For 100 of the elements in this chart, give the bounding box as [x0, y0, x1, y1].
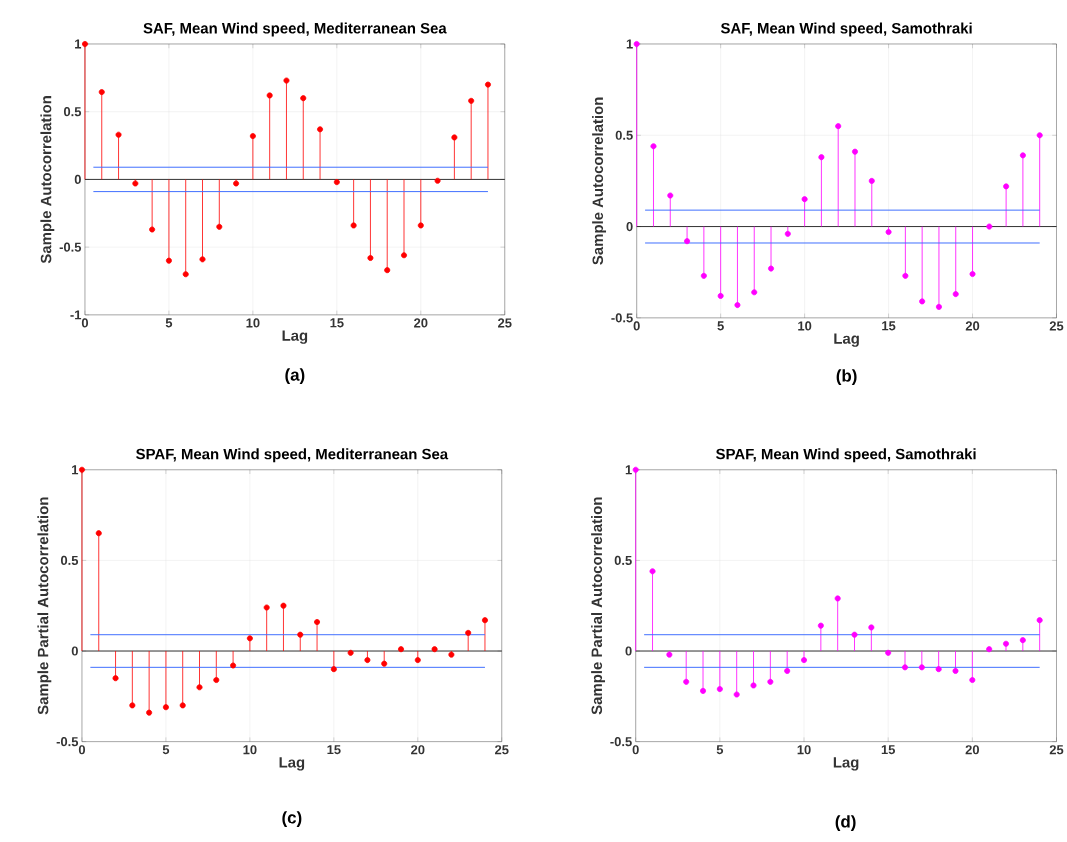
- point: [384, 267, 391, 274]
- point: [216, 224, 223, 231]
- y-axis-title: Sample Autocorrelation: [40, 96, 55, 264]
- y-tick-label: 1: [75, 39, 82, 49]
- point: [95, 530, 102, 537]
- point: [851, 631, 858, 638]
- x-tick-label: 15: [327, 745, 341, 755]
- point: [633, 41, 640, 48]
- x-axis-title: Lag: [833, 757, 859, 771]
- chart-title: SPAF, Mean Wind speed, Mediterranean Sea: [136, 448, 449, 463]
- point: [81, 41, 88, 48]
- point: [165, 257, 172, 264]
- point: [986, 223, 993, 230]
- x-tick-label: 25: [1049, 321, 1064, 331]
- point: [868, 178, 875, 185]
- y-tick-label: 1: [626, 39, 633, 49]
- point: [1019, 637, 1026, 644]
- point: [182, 271, 189, 278]
- point: [1036, 617, 1043, 624]
- point: [364, 657, 371, 664]
- x-tick-label: 20: [414, 318, 428, 328]
- point: [381, 660, 388, 667]
- point: [919, 298, 926, 305]
- point: [314, 619, 321, 626]
- point: [716, 686, 723, 693]
- point: [300, 95, 307, 102]
- x-axis-title: Lag: [282, 330, 308, 345]
- x-tick-label: 5: [717, 321, 724, 331]
- point: [347, 650, 354, 657]
- point: [784, 668, 791, 675]
- point: [902, 273, 909, 280]
- point: [650, 143, 657, 150]
- point: [481, 617, 488, 624]
- point: [918, 664, 925, 671]
- y-axis-title: Sample Partial Autocorrelation: [591, 497, 606, 715]
- chart-title: SAF, Mean Wind speed, Samothraki: [720, 22, 972, 37]
- y-tick-label: 0.5: [615, 130, 633, 141]
- point: [835, 123, 842, 130]
- text: (b): [836, 369, 857, 386]
- point: [129, 702, 136, 709]
- x-tick-label: 10: [246, 318, 260, 328]
- x-tick-label: 25: [495, 745, 509, 755]
- point: [935, 304, 942, 311]
- point: [230, 662, 237, 669]
- point: [233, 180, 240, 187]
- y-tick-label: 0.5: [60, 556, 79, 566]
- point: [484, 81, 491, 88]
- x-tick-label: 15: [881, 745, 896, 755]
- x-tick-label: 15: [330, 318, 344, 328]
- point: [417, 222, 424, 229]
- x-tick-label: 10: [243, 745, 257, 755]
- y-tick-label: 0.5: [63, 107, 82, 117]
- point: [246, 635, 253, 642]
- point: [213, 677, 220, 684]
- point: [969, 677, 976, 684]
- point: [1003, 183, 1010, 190]
- text: (a): [285, 368, 305, 385]
- point: [868, 624, 875, 631]
- point: [367, 255, 374, 262]
- text: (d): [835, 815, 856, 832]
- point: [1019, 152, 1026, 159]
- y-tick-label: 0: [626, 222, 633, 232]
- point: [401, 252, 407, 259]
- chart-title: SAF, Mean Wind speed, Mediterranean Sea: [143, 22, 447, 37]
- point: [784, 231, 791, 238]
- point: [266, 92, 273, 99]
- point: [283, 77, 290, 84]
- point: [263, 604, 270, 611]
- y-tick-label: -0.5: [610, 737, 632, 747]
- x-tick-label: 15: [882, 321, 896, 331]
- point: [146, 709, 153, 716]
- point: [768, 265, 775, 272]
- point: [448, 651, 455, 658]
- point: [717, 293, 724, 300]
- y-tick-label: 0: [71, 646, 78, 656]
- x-tick-label: 25: [498, 318, 512, 328]
- point: [132, 180, 139, 187]
- y-tick-label: 1: [625, 465, 632, 475]
- y-tick-label: 0: [74, 175, 81, 185]
- y-tick-label: 0.5: [614, 556, 632, 566]
- x-tick-label: 5: [165, 318, 173, 328]
- y-tick-label: 0: [625, 646, 632, 656]
- point: [649, 568, 656, 575]
- point: [885, 650, 892, 657]
- point: [683, 679, 690, 686]
- point: [451, 134, 458, 141]
- point: [280, 602, 287, 609]
- point: [667, 192, 674, 199]
- point: [734, 302, 741, 309]
- point: [112, 675, 119, 682]
- y-axis-title: Sample Partial Autocorrelation: [37, 497, 52, 715]
- point: [468, 98, 475, 105]
- point: [801, 657, 807, 664]
- point: [700, 273, 707, 280]
- point: [666, 651, 673, 658]
- point: [196, 684, 203, 691]
- point: [935, 666, 942, 673]
- point: [465, 630, 472, 637]
- x-tick-label: 20: [965, 321, 980, 331]
- x-tick-label: 20: [965, 745, 979, 755]
